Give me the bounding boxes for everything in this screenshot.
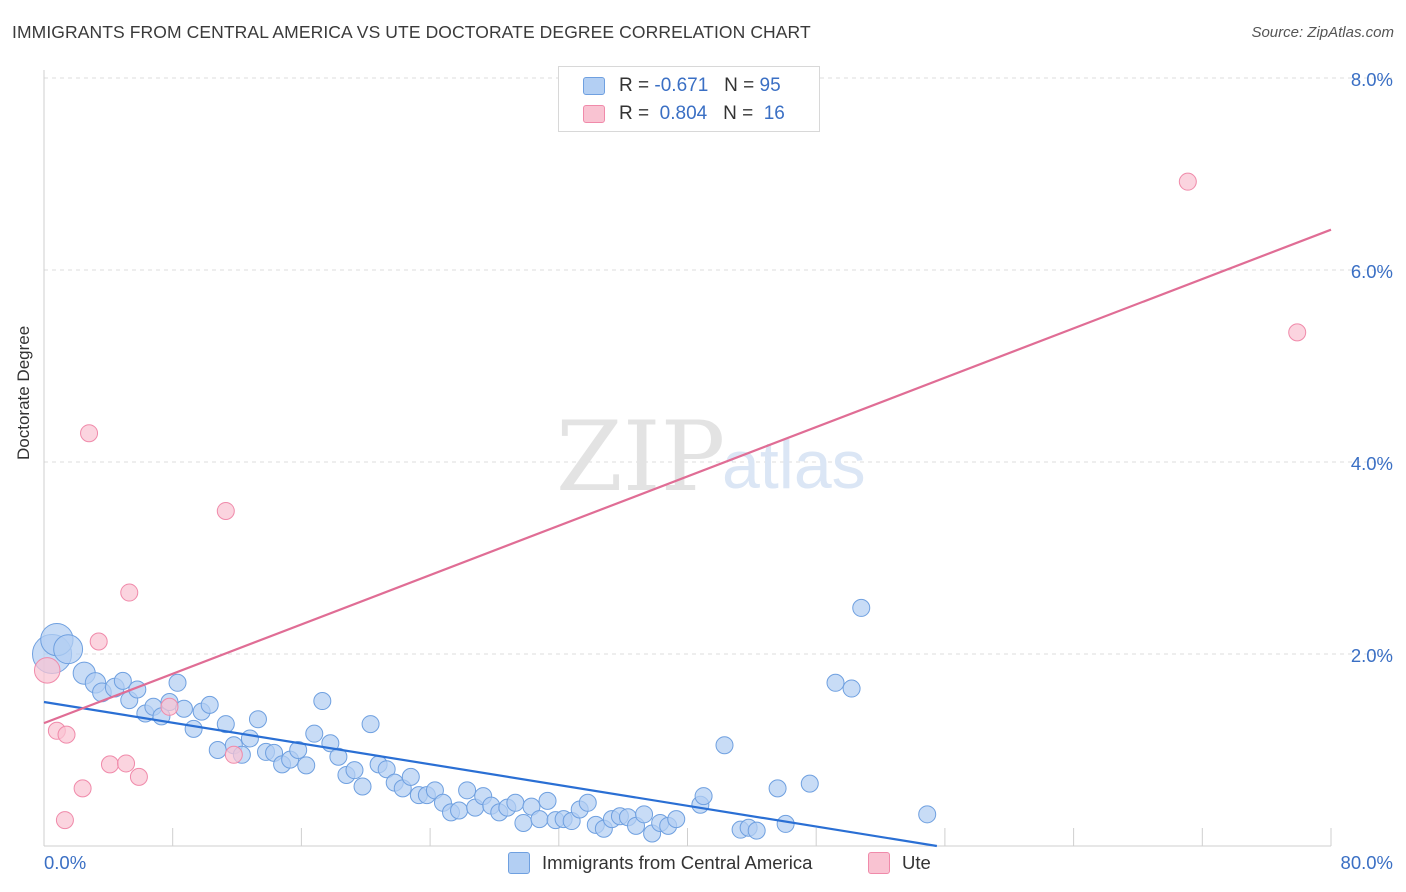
central-america-point <box>53 634 84 665</box>
central-america-point <box>361 715 380 734</box>
r-label: R = <box>619 103 650 124</box>
ute-point <box>100 755 119 774</box>
y-tick-label: 2.0% <box>1351 645 1393 666</box>
legend-swatch-blue <box>583 77 605 95</box>
ute-point <box>55 811 74 830</box>
ute-point <box>129 767 148 786</box>
central-america-point <box>113 671 132 690</box>
ute-point <box>1288 323 1307 342</box>
central-america-point <box>514 813 533 832</box>
central-america-point <box>305 724 324 743</box>
central-america-point <box>208 741 227 759</box>
ute-point <box>1178 172 1197 191</box>
central-america-point <box>377 760 396 779</box>
ute-trendline <box>43 228 1332 725</box>
gridlines <box>44 77 1392 655</box>
x-tick-label: 0.0% <box>44 852 86 873</box>
central-america-point <box>450 801 469 820</box>
n-value: 16 <box>763 103 785 124</box>
y-tick-label: 4.0% <box>1351 453 1393 474</box>
r-label: R = <box>619 75 650 96</box>
ute-point <box>160 697 179 716</box>
legend-swatch-blue <box>508 852 530 874</box>
legend-swatch-pink <box>868 852 890 874</box>
central-america-point <box>200 695 219 714</box>
central-america-point <box>715 736 734 755</box>
central-america-point <box>248 710 267 729</box>
central-america-trendline <box>43 700 938 848</box>
central-america-point <box>918 805 937 824</box>
trend-lines <box>43 228 1332 848</box>
watermark-atlas: atlas <box>722 427 866 503</box>
axes <box>43 70 1332 847</box>
central-america-point <box>776 814 795 833</box>
n-value: 95 <box>759 75 781 96</box>
central-america-point <box>768 779 787 798</box>
central-america-point <box>297 756 316 775</box>
central-america-point <box>826 673 845 692</box>
ute-point <box>33 657 61 684</box>
central-america-point <box>538 791 557 810</box>
ute-point <box>57 725 76 744</box>
central-america-point <box>635 805 654 824</box>
central-america-point <box>216 715 235 734</box>
central-america-point <box>747 821 766 840</box>
stats-row-central-america: R = -0.671 N = 95 <box>583 73 781 99</box>
ute-point <box>80 424 99 443</box>
r-value: 0.804 <box>659 103 708 124</box>
x-tick-label: 80.0% <box>1341 852 1393 873</box>
central-america-point <box>289 741 308 759</box>
ute-point <box>73 779 92 798</box>
central-america-point <box>506 793 525 812</box>
central-america-point <box>401 767 420 786</box>
stats-legend: R = -0.671 N = 95 R = 0.804 N = 16 <box>558 66 820 132</box>
n-label: N = <box>724 75 755 96</box>
central-america-point <box>168 673 187 692</box>
watermark-zip: ZIP <box>556 401 725 513</box>
legend-label: Immigrants from Central America <box>542 852 813 873</box>
central-america-point <box>694 787 713 806</box>
y-tick-label: 6.0% <box>1351 261 1393 282</box>
central-america-point <box>800 774 819 793</box>
central-america-point <box>842 679 861 698</box>
source-label: Source: ZipAtlas.com <box>1251 24 1394 41</box>
central-america-point <box>345 761 364 780</box>
ute-point <box>117 754 136 773</box>
series-legend: Immigrants from Central America Ute <box>0 852 1406 878</box>
ute-point <box>120 583 139 602</box>
central-america-point <box>667 810 686 829</box>
y-tick-label: 8.0% <box>1351 69 1393 90</box>
central-america-point <box>458 781 477 800</box>
legend-item-ute[interactable]: Ute <box>868 852 931 874</box>
legend-swatch-pink <box>583 105 605 123</box>
central-america-point <box>530 810 549 829</box>
chart-title: IMMIGRANTS FROM CENTRAL AMERICA VS UTE D… <box>12 22 811 42</box>
central-america-point <box>578 793 597 812</box>
central-america-point <box>329 747 348 766</box>
central-america-point <box>852 598 871 617</box>
data-points <box>31 172 1307 843</box>
central-america-point <box>240 729 259 748</box>
ute-point <box>216 501 235 520</box>
central-america-point <box>184 719 203 738</box>
legend-item-central-america[interactable]: Immigrants from Central America <box>508 852 812 874</box>
ute-point <box>89 632 108 651</box>
n-label: N = <box>723 103 754 124</box>
tick-labels: 2.0% 4.0% 6.0% 8.0% 0.0% 80.0% <box>44 69 1393 873</box>
r-value: -0.671 <box>654 75 709 96</box>
central-america-point <box>313 692 332 711</box>
legend-label: Ute <box>902 852 931 873</box>
central-america-point <box>353 777 372 796</box>
ute-point <box>224 745 243 764</box>
stats-row-ute: R = 0.804 N = 16 <box>583 101 785 127</box>
watermark: ZIP atlas <box>556 401 866 513</box>
